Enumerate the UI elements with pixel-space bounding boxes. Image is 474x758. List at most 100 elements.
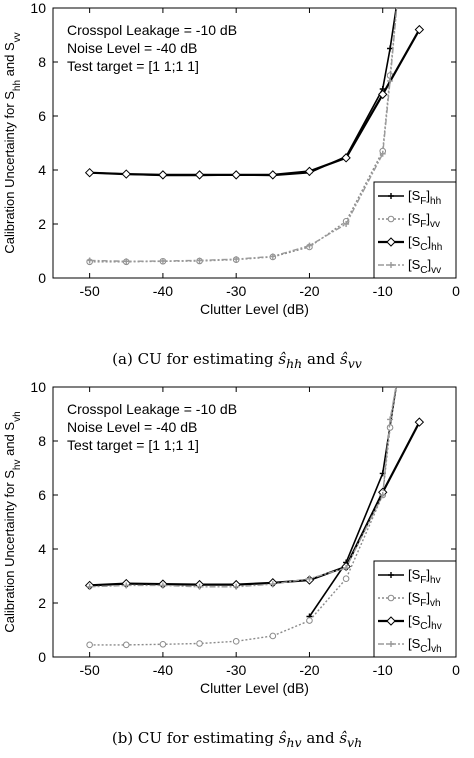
chart-a: -50 -40 -30 -20 -10 0 0 2 4 6 8 10 Clutter Level (dB… bbox=[2, 0, 460, 317]
data-point bbox=[196, 583, 203, 590]
legend-label: [SC]hv bbox=[408, 613, 442, 632]
annotation-line: Noise Level = -40 dB bbox=[67, 419, 197, 435]
x-tick-label: -30 bbox=[226, 662, 246, 678]
legend-label: [SF]vh bbox=[408, 590, 441, 609]
x-tick-label: -10 bbox=[373, 283, 393, 299]
data-point bbox=[343, 221, 350, 227]
y-tick-label: 4 bbox=[38, 162, 46, 178]
x-tick-label: -50 bbox=[80, 283, 100, 299]
y-tick-label: 8 bbox=[38, 54, 46, 70]
annotation-line: Crosspol Leakage = -10 dB bbox=[67, 401, 237, 417]
data-point bbox=[233, 256, 240, 263]
data-point bbox=[233, 583, 240, 590]
data-point bbox=[123, 582, 130, 589]
series-line-c-hh bbox=[89, 29, 421, 176]
y-tick-label: 0 bbox=[38, 270, 46, 286]
series-group bbox=[84, 387, 425, 649]
caption-b-text-2: and bbox=[301, 729, 340, 747]
data-point bbox=[341, 153, 351, 163]
data-point bbox=[159, 641, 167, 648]
caption-a-sym-2: ŝ bbox=[339, 350, 348, 368]
caption-a-sub-1: hh bbox=[286, 356, 303, 371]
x-tick-label: -20 bbox=[299, 283, 319, 299]
annotation-line: Noise Level = -40 dB bbox=[67, 40, 197, 56]
data-point bbox=[232, 638, 240, 645]
y-tick-label: 6 bbox=[38, 108, 46, 124]
data-point bbox=[123, 258, 130, 265]
caption-b-sym-1: ŝ bbox=[278, 729, 287, 747]
legend-label: [SC]vh bbox=[408, 636, 442, 655]
legend-marker bbox=[388, 262, 394, 268]
caption-a-sub-2: vv bbox=[347, 356, 362, 371]
y-tick-label: 8 bbox=[38, 433, 46, 449]
data-point bbox=[196, 257, 203, 264]
caption-b-sub-1: hv bbox=[286, 735, 302, 750]
data-point bbox=[414, 24, 425, 35]
data-point bbox=[387, 416, 394, 423]
plot-frame bbox=[52, 386, 457, 658]
data-point bbox=[84, 167, 95, 178]
legend-label: [SF]vv bbox=[408, 211, 440, 230]
caption-a: (a) CU for estimating ŝhh and ŝvv bbox=[0, 350, 474, 371]
legend-marker bbox=[387, 215, 395, 223]
legend-label: [SF]hh bbox=[408, 188, 441, 207]
y-axis-label: Calibration Uncertainty for Shh and Svv bbox=[2, 32, 23, 253]
data-point bbox=[379, 492, 386, 498]
series-group bbox=[84, 8, 425, 266]
caption-b: (b) CU for estimating ŝhv and ŝvh bbox=[0, 729, 474, 750]
chart-panel-b: -50 -40 -30 -20 -10 0 0 2 4 6 8 10 Clutter Level (dB… bbox=[0, 379, 474, 758]
y-tick-label: 0 bbox=[38, 649, 46, 665]
y-tick-label: 2 bbox=[38, 595, 46, 611]
annotation-line: Test target = [1 1;1 1] bbox=[67, 58, 199, 74]
x-tick-label: 0 bbox=[452, 662, 460, 678]
caption-a-text-1: (a) CU for estimating bbox=[112, 350, 279, 368]
legend-marker bbox=[388, 641, 394, 647]
x-tick-label: -40 bbox=[153, 662, 173, 678]
caption-b-sym-2: ŝ bbox=[339, 729, 348, 747]
data-point bbox=[269, 253, 276, 260]
y-axis-label: Calibration Uncertainty for Shv and Svh bbox=[2, 411, 23, 632]
data-point bbox=[122, 641, 130, 649]
data-point bbox=[158, 170, 168, 180]
data-point bbox=[378, 89, 388, 100]
x-axis-label: Clutter Level (dB) bbox=[200, 680, 309, 696]
y-tick-label: 6 bbox=[38, 487, 46, 503]
data-point bbox=[121, 169, 131, 179]
caption-a-text-2: and bbox=[302, 350, 340, 368]
series-line-c-hv bbox=[89, 421, 421, 587]
data-point bbox=[343, 564, 350, 571]
legend-marker bbox=[388, 193, 394, 199]
caption-a-sym-1: ŝ bbox=[278, 350, 287, 368]
data-point bbox=[379, 150, 386, 157]
data-point bbox=[414, 417, 425, 427]
data-point bbox=[387, 77, 394, 84]
caption-b-text-1: (b) CU for estimating bbox=[111, 729, 279, 747]
legend-label: [SF]hv bbox=[408, 567, 441, 586]
x-tick-label: -30 bbox=[226, 283, 246, 299]
data-point bbox=[306, 242, 313, 249]
plot-frame bbox=[52, 7, 457, 279]
x-tick-label: -40 bbox=[153, 283, 173, 299]
legend-marker bbox=[388, 572, 394, 578]
y-tick-label: 10 bbox=[30, 0, 46, 16]
x-tick-label: -10 bbox=[373, 662, 393, 678]
data-point bbox=[306, 617, 313, 624]
legend-box bbox=[373, 181, 457, 279]
x-tick-label: 0 bbox=[452, 283, 460, 299]
data-point bbox=[269, 581, 276, 588]
legend-label: [SC]vv bbox=[408, 257, 441, 276]
y-tick-label: 4 bbox=[38, 541, 46, 557]
legend-marker bbox=[387, 594, 395, 602]
y-tick-label: 2 bbox=[38, 216, 46, 232]
caption-b-sub-2: vh bbox=[347, 735, 363, 750]
legend-label: [SC]hh bbox=[408, 234, 442, 253]
data-point bbox=[196, 640, 203, 647]
legend-marker bbox=[386, 237, 396, 247]
data-point bbox=[268, 170, 278, 180]
x-tick-label: -50 bbox=[80, 662, 100, 678]
data-point bbox=[86, 641, 93, 649]
data-point bbox=[159, 257, 166, 264]
legend-box bbox=[373, 560, 457, 658]
data-point bbox=[269, 632, 277, 640]
data-point bbox=[194, 170, 205, 180]
